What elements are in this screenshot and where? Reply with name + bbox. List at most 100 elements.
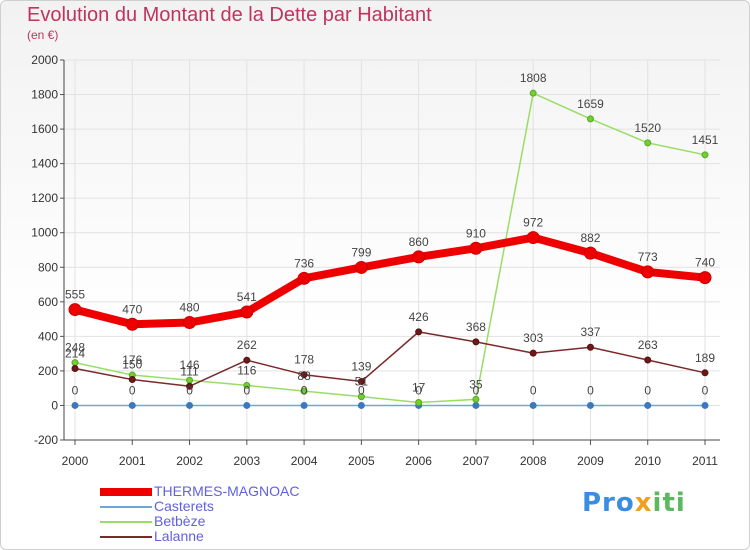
chart-title: Evolution du Montant de la Dette par Hab… — [27, 4, 432, 26]
y-tick-label: 1400 — [31, 157, 58, 171]
data-label: 146 — [180, 358, 200, 372]
data-point — [644, 356, 652, 364]
legend-swatch — [100, 488, 152, 496]
y-tick-label: 200 — [38, 364, 58, 378]
data-point — [469, 241, 483, 255]
data-label: 0 — [587, 383, 594, 397]
x-tick-label: 2010 — [634, 454, 661, 468]
logo-part-b: x — [634, 488, 653, 518]
data-label: 303 — [523, 331, 543, 345]
data-point — [644, 401, 652, 409]
data-label: 1451 — [692, 133, 719, 147]
x-tick-label: 2011 — [692, 454, 718, 468]
data-point — [300, 401, 308, 409]
data-point — [186, 382, 194, 390]
legend-swatch — [100, 521, 152, 523]
data-point — [128, 401, 136, 409]
series-line-0 — [71, 233, 709, 329]
y-tick-label: 1800 — [31, 88, 58, 102]
data-label: 0 — [358, 383, 365, 397]
chart-subtitle: (en €) — [27, 28, 59, 42]
data-label: 555 — [65, 288, 85, 302]
data-point — [529, 401, 537, 409]
legend-label: Lalanne — [154, 528, 204, 544]
data-point — [526, 231, 540, 245]
chart-series — [68, 89, 712, 409]
data-label: 368 — [466, 320, 486, 334]
x-tick-label: 2003 — [233, 454, 260, 468]
data-point — [243, 381, 251, 389]
logo-part-c: iti — [652, 488, 686, 518]
y-tick-label: 400 — [38, 329, 58, 343]
data-label: 0 — [243, 383, 250, 397]
data-point — [586, 115, 594, 123]
data-label: 0 — [415, 383, 422, 397]
chart-legend: THERMES-MAGNOAC Casterets Betbèze Lalanne — [100, 483, 360, 544]
y-tick-label: 1000 — [31, 226, 58, 240]
data-point — [701, 401, 709, 409]
data-label: 0 — [530, 383, 537, 397]
data-label: 116 — [237, 363, 256, 377]
legend-swatch — [100, 536, 152, 538]
data-point — [641, 265, 655, 279]
data-point — [586, 401, 594, 409]
legend-item: Casterets — [100, 498, 360, 514]
data-label: 799 — [351, 245, 371, 259]
data-point — [71, 359, 79, 367]
data-point — [701, 151, 709, 159]
y-tick-label: 0 — [51, 398, 58, 412]
data-point — [125, 317, 139, 331]
data-point — [354, 260, 368, 274]
data-label: 541 — [237, 290, 257, 304]
data-label: 139 — [351, 359, 371, 373]
data-label: 83 — [297, 369, 311, 383]
data-point — [71, 364, 79, 372]
data-label: 189 — [695, 351, 715, 365]
legend-label: Casterets — [154, 498, 214, 514]
data-label: 740 — [695, 256, 715, 270]
x-tick-label: 2007 — [463, 454, 490, 468]
legend-item: Lalanne — [100, 528, 360, 544]
data-label: 0 — [473, 383, 480, 397]
data-label: 426 — [409, 310, 429, 324]
proxiti-logo: Proxiti — [582, 488, 686, 518]
data-label: 1808 — [520, 71, 547, 85]
data-point — [243, 401, 251, 409]
legend-label: Betbèze — [154, 513, 206, 529]
logo-part-a: Pro — [582, 488, 635, 518]
data-label: 111 — [180, 364, 199, 378]
data-label: 882 — [580, 231, 600, 245]
data-point — [644, 139, 652, 147]
data-point — [415, 328, 423, 336]
data-point — [586, 343, 594, 351]
data-label: 910 — [466, 226, 486, 240]
data-label: 736 — [294, 256, 314, 270]
data-point — [698, 271, 712, 285]
data-label: 214 — [65, 346, 85, 360]
data-point — [583, 246, 597, 260]
data-label: 263 — [638, 338, 658, 352]
series-line-2 — [74, 92, 706, 404]
data-point — [529, 89, 537, 97]
data-label: 262 — [237, 338, 257, 352]
data-label: 35 — [469, 377, 483, 391]
x-tick-label: 2009 — [577, 454, 604, 468]
data-point — [472, 395, 480, 403]
data-label: 248 — [65, 341, 85, 355]
chart-data-labels: 555 470 480 541 736 799 860 910 972 882 773 740 0 0 0 0… — [65, 71, 719, 397]
data-point — [68, 303, 82, 317]
data-point — [300, 371, 308, 379]
x-tick-label: 2008 — [520, 454, 547, 468]
data-label: 1659 — [577, 97, 604, 111]
x-tick-label: 2004 — [291, 454, 318, 468]
data-point — [128, 376, 136, 384]
data-label: 178 — [294, 353, 314, 367]
data-point — [357, 377, 365, 385]
data-label: 0 — [186, 383, 193, 397]
data-point — [357, 393, 365, 401]
legend-item: Betbèze — [100, 513, 360, 529]
data-point — [240, 305, 254, 319]
legend-item: THERMES-MAGNOAC — [100, 483, 360, 499]
